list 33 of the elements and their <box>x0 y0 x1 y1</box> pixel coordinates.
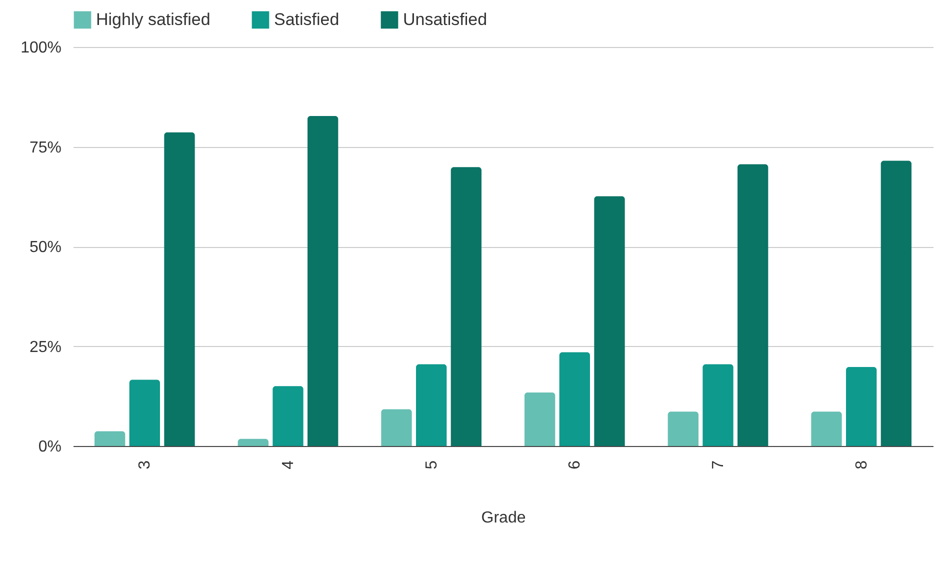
bar <box>668 412 698 446</box>
bar <box>594 196 625 446</box>
bar <box>738 164 768 446</box>
x-axis-title: Grade <box>481 509 526 526</box>
bar <box>702 364 734 446</box>
bar <box>416 364 447 446</box>
legend-label: Highly satisfied <box>96 10 210 29</box>
x-tick-label: 6 <box>566 460 584 470</box>
bar <box>524 392 556 446</box>
y-tick-label: 100% <box>20 40 62 56</box>
bar <box>238 438 268 446</box>
legend-label: Unsatisfied <box>403 10 488 29</box>
bar <box>880 160 912 446</box>
legend-label: Satisfied <box>274 10 340 29</box>
x-tick-label: 3 <box>136 460 154 470</box>
y-tick-label: 25% <box>29 338 62 356</box>
bar <box>811 412 842 446</box>
bar <box>308 116 338 446</box>
bar <box>129 380 160 446</box>
x-tick-label: 7 <box>710 460 727 470</box>
bar <box>846 367 877 446</box>
bar <box>164 132 195 446</box>
bar <box>272 386 304 446</box>
x-tick-label: 8 <box>853 460 870 470</box>
y-tick-label: 75% <box>29 139 62 156</box>
bar <box>450 167 482 446</box>
y-tick-label: 0% <box>38 438 62 456</box>
x-tick-label: 4 <box>280 460 297 470</box>
bar <box>94 431 126 446</box>
bar <box>381 409 412 446</box>
y-tick-label: 50% <box>29 239 62 256</box>
x-tick-label: 5 <box>423 460 440 470</box>
bar <box>559 352 590 446</box>
